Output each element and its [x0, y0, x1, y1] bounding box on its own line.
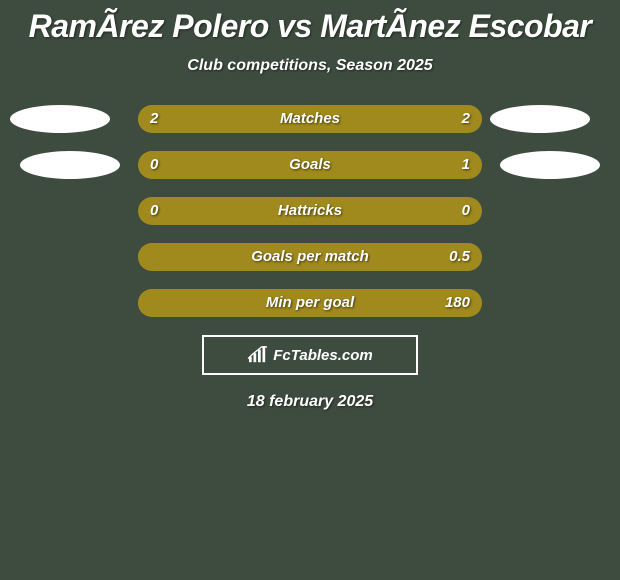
stat-label: Goals per match — [138, 243, 482, 271]
page-title: RamÃ­rez Polero vs MartÃ­nez Escobar — [0, 0, 620, 45]
stat-bar: Goals per match0.5 — [138, 243, 482, 271]
stat-value-right: 0.5 — [449, 243, 470, 271]
decorative-ellipse — [490, 105, 590, 133]
stat-row: 0Hattricks0 — [0, 197, 620, 225]
stat-label: Matches — [138, 105, 482, 133]
attribution-text: FcTables.com — [273, 347, 372, 364]
stat-value-right: 2 — [462, 105, 470, 133]
stat-row: 2Matches2 — [0, 105, 620, 133]
attribution-box: FcTables.com — [202, 335, 418, 375]
stat-row: 0Goals1 — [0, 151, 620, 179]
stat-label: Goals — [138, 151, 482, 179]
stat-row: Min per goal180 — [0, 289, 620, 317]
stat-label: Hattricks — [138, 197, 482, 225]
stat-value-right: 180 — [445, 289, 470, 317]
stat-bar: 0Hattricks0 — [138, 197, 482, 225]
date-text: 18 february 2025 — [0, 393, 620, 411]
stat-bar: 0Goals1 — [138, 151, 482, 179]
stat-bar: 2Matches2 — [138, 105, 482, 133]
stat-value-right: 1 — [462, 151, 470, 179]
stat-value-right: 0 — [462, 197, 470, 225]
decorative-ellipse — [500, 151, 600, 179]
stat-row: Goals per match0.5 — [0, 243, 620, 271]
stats-area: 2Matches20Goals10Hattricks0Goals per mat… — [0, 105, 620, 317]
subtitle: Club competitions, Season 2025 — [0, 57, 620, 75]
stat-bar: Min per goal180 — [138, 289, 482, 317]
stat-label: Min per goal — [138, 289, 482, 317]
decorative-ellipse — [10, 105, 110, 133]
decorative-ellipse — [20, 151, 120, 179]
chart-icon — [247, 346, 269, 364]
